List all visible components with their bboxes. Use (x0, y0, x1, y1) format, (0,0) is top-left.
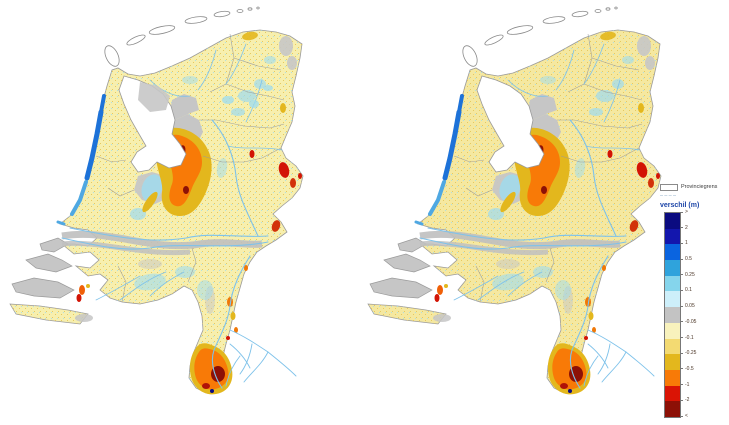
tick-label: -0.1 (685, 334, 694, 341)
tick-label: -0.25 (685, 350, 697, 357)
tick-label: -1 (685, 381, 690, 388)
map-left-extras (138, 82, 273, 112)
tick-label: 0.05 (685, 303, 695, 310)
legend-item-secondary (660, 191, 729, 199)
map-panel-right (368, 7, 661, 394)
tick-label: 0.25 (685, 271, 695, 278)
tick-mark (680, 305, 683, 307)
tick-mark (680, 368, 683, 370)
tick-label: -2 (685, 397, 690, 404)
tick-label: -0.05 (685, 318, 697, 325)
colorbar-segment (665, 322, 680, 339)
tick-mark (680, 399, 683, 401)
tick-label: 0.1 (685, 287, 692, 294)
tick-label: > (685, 209, 688, 215)
tick-mark (680, 384, 683, 386)
tick-mark (680, 352, 683, 354)
colorbar-segment (665, 307, 680, 323)
colorbar-segment (665, 385, 680, 402)
colorbar-segment (665, 401, 680, 417)
colorbar-segment (665, 244, 680, 261)
province-border-swatch (660, 183, 678, 191)
tick-mark (680, 415, 683, 417)
colorbar-segment (665, 354, 680, 370)
tick-label: -0.5 (685, 365, 694, 372)
colorbar-segment (665, 228, 680, 245)
tick-mark (680, 211, 683, 213)
tick-label: 0.5 (685, 256, 692, 263)
map-panel-left (10, 7, 303, 394)
tick-mark (680, 274, 683, 276)
tick-mark (680, 258, 683, 260)
legend: Provinciegrens verschil (m) >2 1 0.5 0.25 0.… (660, 183, 729, 422)
tick-mark (680, 321, 683, 323)
colorbar-segment (665, 338, 680, 355)
tick-label: 1 (685, 240, 688, 247)
colorbar-segment (665, 213, 680, 229)
colorbar-segments (664, 212, 681, 418)
legend-title: verschil (m) (660, 202, 700, 209)
legend-item-provinciegrens: Provinciegrens (660, 183, 729, 191)
colorbar-segment (665, 275, 680, 292)
colorbar-segment (665, 260, 680, 276)
colorbar-segment (665, 291, 680, 308)
tick-mark (680, 289, 683, 291)
tick-mark (680, 227, 683, 229)
tick-label: 2 (685, 224, 688, 231)
tick-label: < (685, 413, 688, 419)
colorbar: >2 1 0.5 0.25 0.1 0.05 -0.05 -0.1 -0.25 -0.5 -1 -2 < (660, 209, 729, 422)
tick-mark (680, 242, 683, 244)
colorbar-segment (665, 369, 680, 386)
tick-mark (680, 337, 683, 339)
dashed-line-swatch (660, 194, 676, 196)
legend-item-label: Provinciegrens (681, 184, 718, 190)
